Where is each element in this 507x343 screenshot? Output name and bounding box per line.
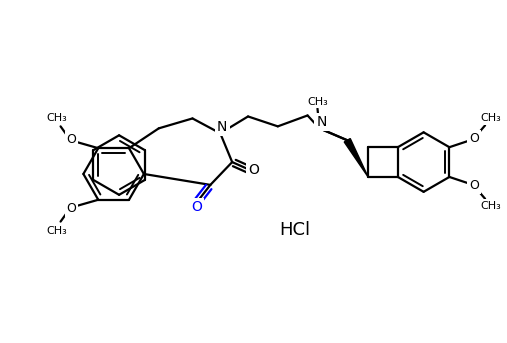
Text: O: O bbox=[66, 133, 77, 146]
Text: O: O bbox=[469, 179, 479, 192]
Text: O: O bbox=[469, 132, 479, 145]
Text: CH₃: CH₃ bbox=[481, 114, 501, 123]
Text: CH₃: CH₃ bbox=[46, 114, 67, 123]
Text: CH₃: CH₃ bbox=[481, 201, 501, 211]
Text: O: O bbox=[191, 200, 202, 214]
Text: O: O bbox=[248, 163, 260, 177]
Text: HCl: HCl bbox=[279, 221, 310, 238]
Text: CH₃: CH₃ bbox=[307, 97, 328, 107]
Polygon shape bbox=[344, 139, 368, 177]
Text: N: N bbox=[316, 115, 327, 129]
Text: N: N bbox=[217, 120, 228, 134]
Text: O: O bbox=[66, 202, 77, 215]
Text: CH₃: CH₃ bbox=[46, 225, 67, 236]
